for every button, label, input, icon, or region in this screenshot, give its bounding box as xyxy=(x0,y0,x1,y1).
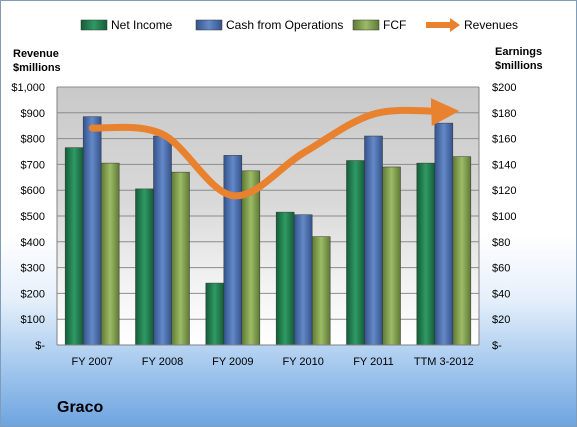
x-tick-label: FY 2008 xyxy=(142,356,183,368)
left-axis-title-line2: $millions xyxy=(13,62,61,74)
left-tick-label: $600 xyxy=(21,185,45,197)
axes: $- $100 $200 $300 $400 $500 $600 $700 $800 $900 $1… xyxy=(11,82,516,368)
x-tick-label: FY 2010 xyxy=(282,356,323,368)
left-tick-label: $1,000 xyxy=(11,82,45,94)
left-tick-label: $- xyxy=(35,340,45,352)
bar xyxy=(293,214,313,346)
legend-swatch xyxy=(352,19,380,31)
bar xyxy=(434,122,454,346)
left-tick-label: $500 xyxy=(21,211,45,223)
bar xyxy=(346,160,365,346)
legend: Net Income Cash from Operations FCF Revenue… xyxy=(80,18,518,32)
legend-swatch xyxy=(80,19,108,31)
left-tick-label: $700 xyxy=(21,159,45,171)
legend-label: Cash from Operations xyxy=(226,18,343,32)
right-tick-label: $60 xyxy=(492,263,510,275)
right-tick-label: $200 xyxy=(492,82,516,94)
x-tick-label: TTM 3-2012 xyxy=(414,356,474,368)
right-tick-label: $120 xyxy=(492,185,516,197)
right-tick-label: $- xyxy=(492,340,502,352)
bar xyxy=(311,236,331,346)
revenue-line xyxy=(88,97,460,200)
bar xyxy=(275,211,295,346)
x-tick-label: FY 2011 xyxy=(353,356,394,368)
left-tick-label: $300 xyxy=(21,263,45,275)
revenue-line-path xyxy=(88,97,460,200)
legend-label: Revenues xyxy=(464,18,518,32)
right-tick-label: $80 xyxy=(492,237,510,249)
legend-label: FCF xyxy=(383,18,406,32)
legend-swatch xyxy=(195,19,223,31)
bar xyxy=(82,116,102,346)
company-name: Graco xyxy=(57,399,104,416)
left-tick-label: $200 xyxy=(21,288,45,300)
right-tick-label: $40 xyxy=(492,288,510,300)
bar xyxy=(153,135,172,346)
left-tick-label: $800 xyxy=(21,134,45,146)
bar xyxy=(135,188,154,346)
right-tick-label: $100 xyxy=(492,211,516,223)
right-tick-label: $140 xyxy=(492,159,516,171)
left-tick-label: $400 xyxy=(21,237,45,249)
bar xyxy=(100,162,120,346)
bar xyxy=(171,171,190,346)
bar xyxy=(416,162,436,346)
right-tick-label: $20 xyxy=(492,314,510,326)
bar xyxy=(64,147,84,346)
left-axis-title-line1: Revenue xyxy=(13,48,59,60)
x-tick-label: FY 2009 xyxy=(212,356,253,368)
bar xyxy=(205,282,225,346)
right-axis-title-line1: Earnings xyxy=(495,46,542,58)
right-tick-label: $160 xyxy=(492,134,516,146)
left-tick-label: $900 xyxy=(21,108,45,120)
right-tick-label: $180 xyxy=(492,108,516,120)
x-tick-label: FY 2007 xyxy=(71,356,112,368)
legend-arrow xyxy=(450,18,460,32)
legend-label: Net Income xyxy=(111,18,173,32)
right-axis-title-line2: $millions xyxy=(495,60,543,72)
left-tick-label: $100 xyxy=(21,314,45,326)
bar xyxy=(452,156,472,346)
bar xyxy=(382,166,401,346)
bar xyxy=(223,155,243,346)
bar xyxy=(364,135,383,346)
